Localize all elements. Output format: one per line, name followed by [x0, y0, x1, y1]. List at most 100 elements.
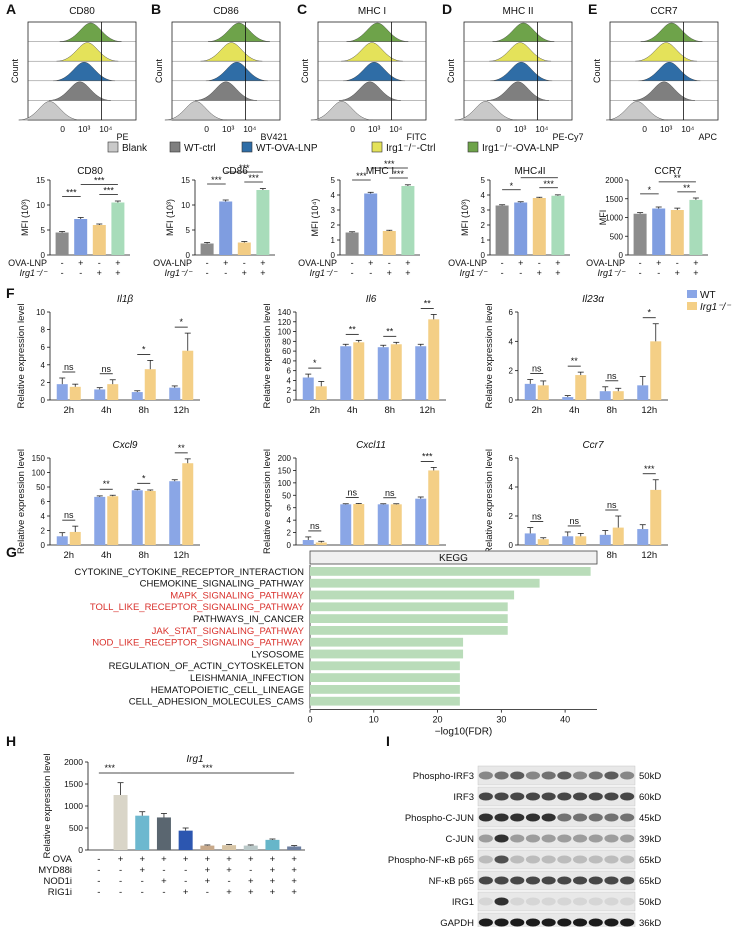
flow-title: CCR7 — [650, 6, 678, 17]
sig-label: *** — [94, 176, 105, 186]
y-tick-label: 5 — [41, 226, 46, 235]
sig-label: *** — [239, 163, 250, 173]
x-axis-label: −log10(FDR) — [435, 727, 493, 738]
y-tick-label: 10 — [181, 201, 190, 210]
y-tick-label: 4 — [509, 337, 514, 346]
blot-band — [494, 771, 509, 780]
blot-band — [478, 792, 493, 801]
qpcr-ylabel: Relative expression level — [262, 449, 273, 554]
bar — [182, 463, 194, 545]
bar — [495, 205, 509, 255]
row-sign: + — [248, 854, 254, 865]
y-tick-label: 10 — [36, 308, 45, 317]
x-tick-label: 12h — [641, 550, 657, 561]
blot-band — [494, 855, 509, 864]
qpcr-ylabel: Relative expression level — [484, 449, 495, 554]
bar — [637, 385, 649, 400]
band-label: GAPDH — [440, 918, 474, 927]
y-tick-label: 6 — [287, 367, 292, 376]
histogram-peak — [208, 22, 270, 42]
row-sign: - — [61, 258, 64, 268]
flow-tick: 10⁴ — [535, 124, 548, 134]
row-sign: - — [141, 887, 144, 898]
blot-band — [588, 792, 603, 801]
x-tick-label: 2h — [531, 405, 542, 416]
row-label: RIG1i — [48, 887, 72, 898]
x-tick-label: 30 — [496, 715, 506, 725]
row-sign: - — [119, 876, 122, 887]
blot-band — [510, 771, 525, 780]
row-sign: + — [115, 258, 120, 268]
mfi-ylabel: MFI (10³) — [165, 199, 175, 236]
bar — [169, 387, 181, 400]
blot-band — [541, 918, 556, 927]
y-tick-label: 150 — [32, 454, 46, 463]
bar — [650, 341, 662, 400]
x-tick-label: 8h — [606, 550, 617, 561]
blot-strip — [477, 807, 636, 828]
flow-tick: 10³ — [660, 124, 672, 134]
blot-strip — [477, 891, 636, 912]
row-sign: + — [97, 268, 102, 278]
row-sign: + — [656, 258, 661, 268]
legend-label: WT-OVA-LNP — [256, 143, 318, 154]
y-tick-label: 2 — [41, 378, 46, 387]
bar — [377, 504, 389, 545]
row-sign: + — [115, 268, 120, 278]
sig-label: ** — [674, 173, 682, 183]
flow-ylabel: Count — [154, 59, 164, 84]
bar — [144, 490, 156, 545]
y-tick-label: 1500 — [64, 779, 83, 789]
y-tick-label: 3 — [331, 206, 336, 215]
bar — [55, 232, 69, 255]
blot-strip — [477, 849, 636, 870]
flow-tick: 10⁴ — [681, 124, 694, 134]
size-label: 50kD — [639, 771, 661, 782]
bar — [310, 567, 591, 576]
y-tick-label: 6 — [41, 343, 46, 352]
histogram-peak — [48, 81, 111, 101]
blot-band — [510, 813, 525, 822]
y-tick-label: 2000 — [605, 176, 623, 185]
blot-band — [604, 792, 619, 801]
category-label: TOLL_LIKE_RECEPTOR_SIGNALING_PATHWAY — [90, 602, 305, 613]
band-label: NF-κB p65 — [429, 876, 474, 887]
mfi-ylabel: MFI (10³) — [460, 199, 470, 236]
mfi-title: CD86 — [222, 166, 248, 177]
blot-band — [494, 834, 509, 843]
blot-band — [541, 897, 556, 906]
flow-ylabel: Count — [300, 59, 310, 84]
sig-label: *** — [248, 173, 259, 183]
bar — [612, 527, 624, 545]
bar — [107, 384, 119, 400]
row-sign: - — [519, 268, 522, 278]
bar — [200, 243, 214, 255]
qpcr-title: Il6 — [366, 294, 377, 305]
bar — [652, 208, 666, 255]
row-sign: - — [639, 268, 642, 278]
bar — [310, 696, 460, 706]
bar — [532, 198, 546, 255]
row-label: OVA-LNP — [8, 258, 47, 268]
x-tick-label: 8h — [138, 550, 149, 561]
kegg-header — [309, 550, 598, 565]
histogram-peak — [341, 42, 403, 62]
histogram-peak — [489, 42, 552, 62]
legend-swatch — [371, 141, 383, 153]
y-tick-label: 2 — [331, 221, 336, 230]
flow-title: CD86 — [213, 6, 239, 17]
y-tick-label: 1500 — [605, 195, 623, 204]
bar — [107, 496, 119, 545]
histogram-peak — [638, 61, 701, 81]
blot-strip — [477, 870, 636, 891]
bar — [56, 384, 68, 400]
blot-band — [604, 918, 619, 927]
bar — [310, 578, 540, 588]
histogram-peak — [454, 101, 517, 121]
flow-tick: 10⁴ — [389, 124, 402, 134]
sig-label: ** — [178, 443, 186, 453]
histogram-peak — [205, 61, 268, 81]
blot-band — [478, 897, 493, 906]
histogram-peak — [18, 101, 81, 121]
y-tick-label: 6 — [41, 498, 46, 507]
